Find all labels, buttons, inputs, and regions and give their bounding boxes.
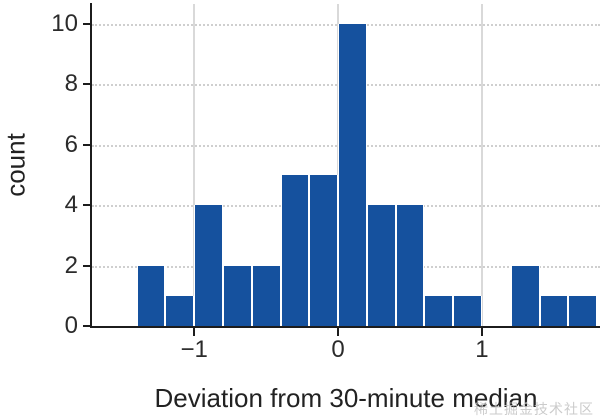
y-tick-label: 0 [64,312,78,339]
y-tick-label: 8 [64,70,78,98]
histogram-bar [222,265,252,326]
y-tick-label: 6 [64,130,78,158]
watermark: 稀土掘金技术社区 [474,401,594,417]
x-axis-spine [90,326,600,328]
y-tick-mark [83,83,91,86]
x-tick-mark [480,328,483,336]
histogram-bar [251,265,281,326]
histogram-bar [453,295,482,326]
y-tick-mark [83,204,91,207]
histogram-bar [424,295,454,326]
x-gridline [193,4,196,326]
x-tick-mark [193,328,196,336]
histogram-bar [280,174,310,326]
y-tick-mark [83,143,91,146]
histogram-bar [366,205,396,326]
histogram-bar [136,265,166,326]
histogram-bar [309,174,339,326]
y-axis-spine [90,3,92,328]
histogram-bar [338,23,367,326]
histogram-bar [165,295,195,326]
histogram-bar [539,295,569,326]
y-tick-label: 4 [64,191,78,219]
x-tick-label: 1 [475,336,489,363]
x-tick-mark [337,328,340,336]
y-tick-mark [83,264,91,267]
histogram-bar [194,205,223,326]
y-tick-mark [83,325,91,327]
x-gridline [480,4,483,326]
y-tick-label: 10 [51,9,78,37]
histogram-bar [510,265,540,326]
x-tick-label: 0 [331,336,345,363]
y-tick-label: 2 [64,251,78,279]
x-tick-label: −1 [180,336,208,363]
histogram-bar [395,205,425,326]
histogram-bar [568,295,598,326]
y-tick-mark [83,22,91,25]
x-axis-title: Deviation from 30-minute median [154,383,538,413]
plot-area [92,4,600,326]
